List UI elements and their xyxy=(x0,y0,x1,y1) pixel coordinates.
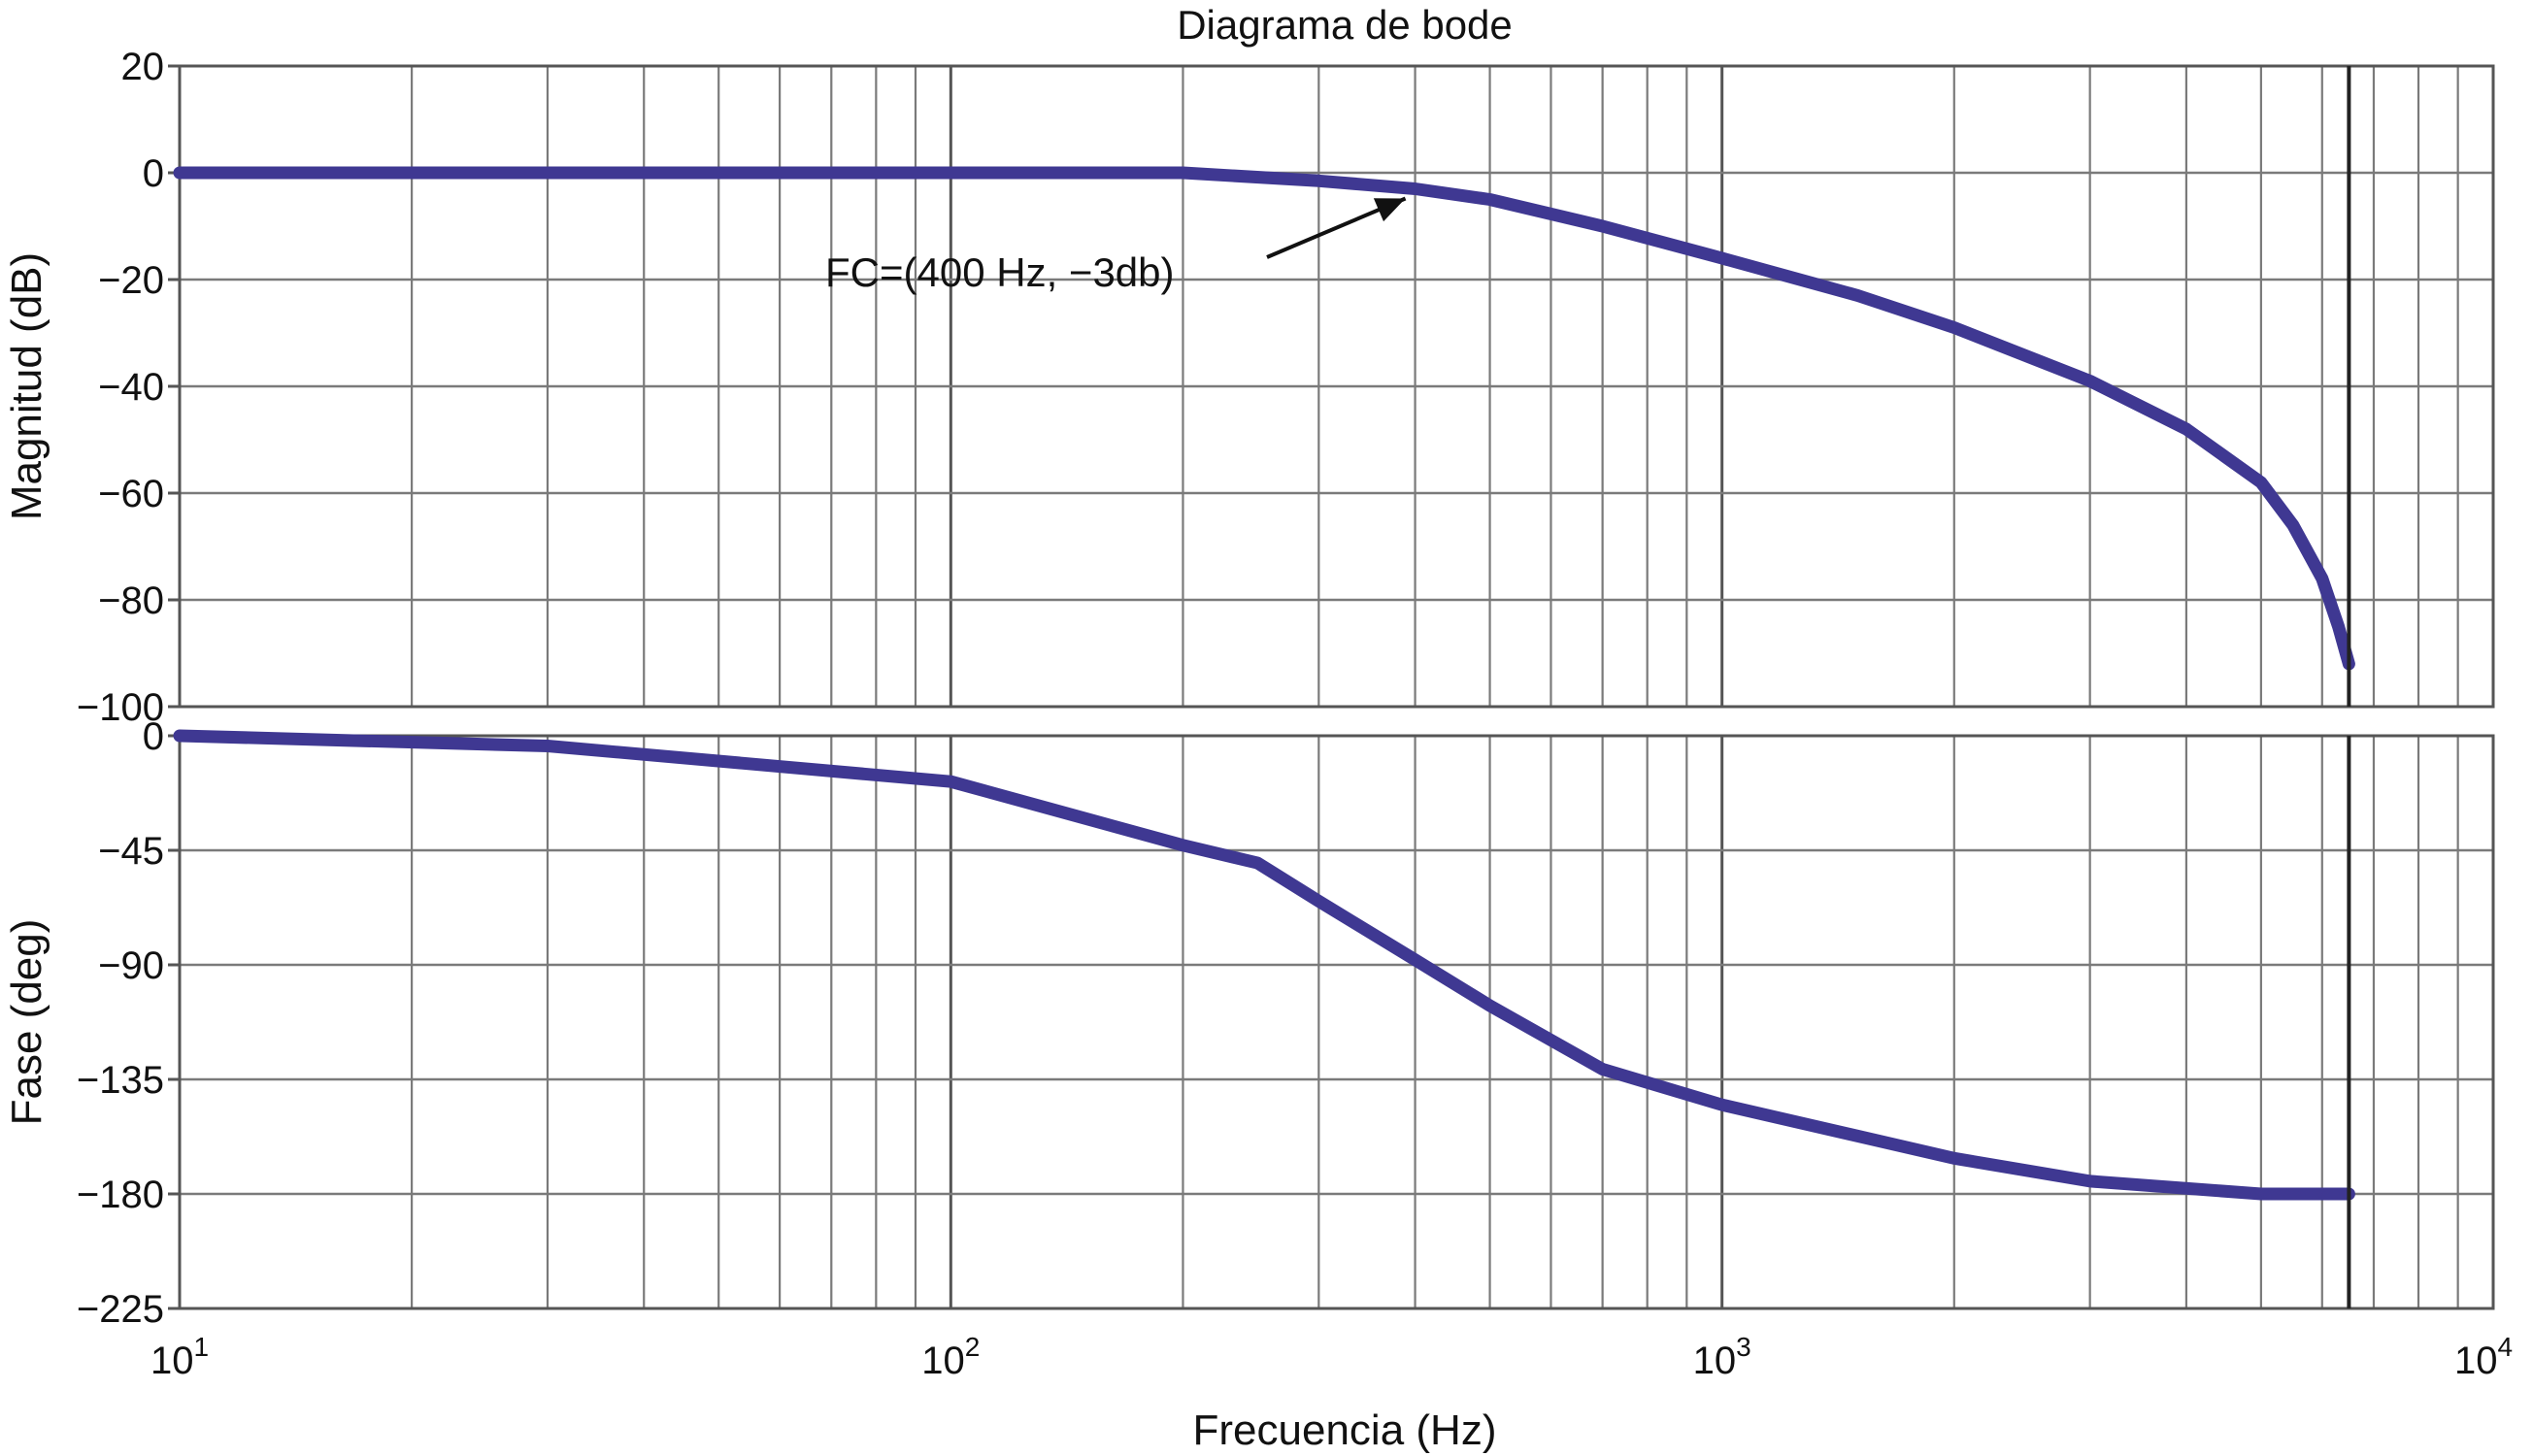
x-tick-label: 104 xyxy=(2454,1332,2513,1382)
y-tick-label: 0 xyxy=(143,715,164,758)
y-tick-label: −90 xyxy=(98,944,164,987)
y-tick-label: −60 xyxy=(98,473,164,515)
magnitude-y-ticks: 20 0 −20 −40 −60 −80 −100 xyxy=(77,46,180,729)
magnitude-series-line xyxy=(173,166,2355,671)
y-tick-label: 0 xyxy=(143,152,164,195)
magnitude-y-axis-label: Magnitud (dB) xyxy=(3,252,50,520)
phase-y-ticks: 0 −45 −90 −135 −180 −225 xyxy=(77,715,180,1331)
x-tick-label: 102 xyxy=(921,1332,980,1382)
x-tick-label: 103 xyxy=(1693,1332,1751,1382)
x-tick-exponent: 2 xyxy=(965,1332,981,1362)
x-tick-exponent: 4 xyxy=(2497,1332,2513,1362)
x-tick-base: 10 xyxy=(921,1340,965,1382)
x-tick-base: 10 xyxy=(1693,1340,1737,1382)
y-tick-label: −20 xyxy=(98,259,164,302)
phase-plot: 0−45−90−135−180−225 101 102 103 104 Frecuen… xyxy=(3,66,2513,1454)
magnitude-plot: 20 0 −20 −40 −60 −80 −100 FC=(400 Hz, −3db) Di… xyxy=(3,2,2495,729)
y-tick-label: −100 xyxy=(77,686,164,729)
x-tick-exponent: 3 xyxy=(1736,1332,1751,1362)
cutoff-annotation: FC=(400 Hz, −3db) xyxy=(825,196,1407,295)
y-tick-label: −180 xyxy=(77,1174,164,1216)
magnitude-grid xyxy=(180,64,2493,709)
phase-plot-frame xyxy=(178,734,2495,1310)
y-tick-label: −80 xyxy=(98,579,164,622)
phase-grid xyxy=(180,734,2493,1310)
y-tick-label: −135 xyxy=(77,1059,164,1102)
x-tick-label: 101 xyxy=(150,1332,209,1382)
phase-y-axis-label: Fase (deg) xyxy=(3,919,50,1126)
y-tick-label: −45 xyxy=(98,830,164,873)
y-tick-label: −225 xyxy=(77,1288,164,1331)
frequency-x-ticks: 101 102 103 104 xyxy=(150,1332,2513,1382)
x-tick-exponent: 1 xyxy=(193,1332,209,1362)
x-axis-label: Frecuencia (Hz) xyxy=(1193,1406,1497,1454)
cutoff-annotation-label: FC=(400 Hz, −3db) xyxy=(825,249,1175,295)
x-tick-base: 10 xyxy=(150,1340,194,1382)
y-tick-label: 20 xyxy=(121,46,165,88)
x-tick-base: 10 xyxy=(2454,1340,2498,1382)
y-tick-label: −40 xyxy=(98,366,164,409)
chart-title: Diagrama de bode xyxy=(1177,2,1513,48)
phase-series-line xyxy=(173,729,2355,1201)
cutoff-arrowhead xyxy=(1373,198,1406,222)
